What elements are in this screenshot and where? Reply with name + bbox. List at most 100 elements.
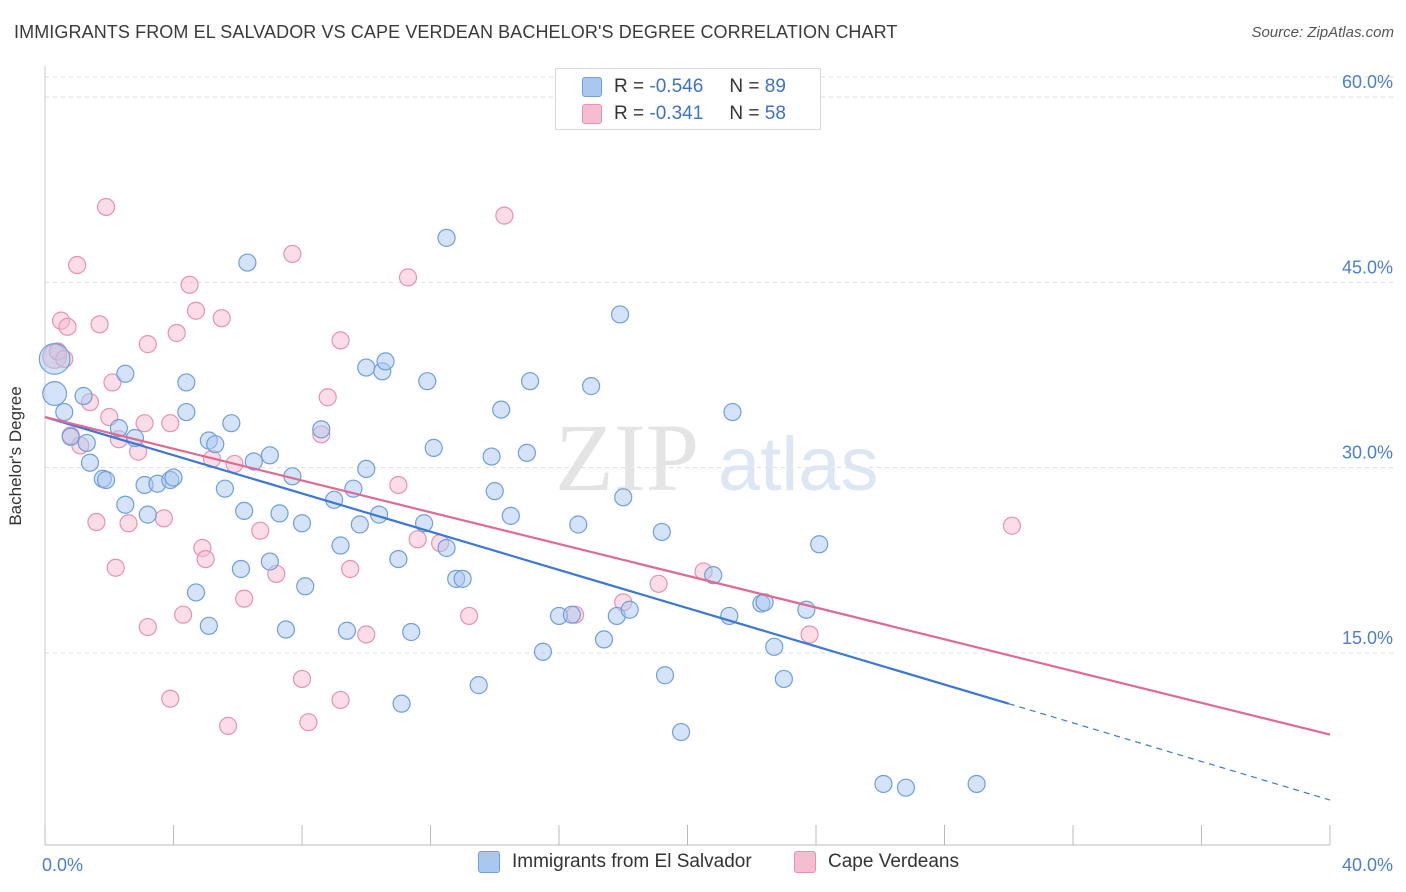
el-salvador-point: [350, 515, 369, 534]
legend-row-cape-verdeans: R = -0.341 N = 58: [582, 102, 786, 126]
el-salvador-point: [96, 470, 116, 490]
el-salvador-point: [260, 446, 279, 465]
el-salvador-point: [215, 479, 234, 498]
x-tick-label: 40.0%: [1342, 855, 1393, 875]
el-salvador-point: [270, 504, 289, 523]
cape-verdeans-point: [58, 317, 77, 336]
el-salvador-point: [418, 372, 437, 391]
el-salvador-point: [652, 522, 671, 542]
el-salvador-point: [186, 583, 206, 602]
series-legend: Immigrants from El Salvador Cape Verdean…: [0, 851, 1406, 879]
cape-verdeans-point: [235, 589, 254, 608]
cape-verdeans-point: [283, 244, 302, 264]
trend-line-el-salvador-extrapolated: [1008, 703, 1331, 801]
x-tick-label: 0.0%: [42, 855, 83, 875]
r-value: -0.341: [649, 103, 704, 124]
cape-verdeans-point: [299, 713, 318, 732]
el-salvador-point: [244, 452, 263, 471]
y-tick-labels: 15.0% 30.0% 45.0% 60.0%: [1342, 72, 1393, 648]
el-salvador-point: [206, 435, 225, 454]
el-salvador-point: [765, 637, 784, 656]
series-el-salvador-points: [38, 228, 986, 797]
el-salvador-point: [582, 377, 601, 396]
el-salvador-point: [774, 669, 793, 689]
el-salvador-point: [337, 621, 357, 640]
el-salvador-point: [517, 443, 536, 462]
cape-verdeans-point: [119, 514, 138, 533]
el-salvador-point: [437, 228, 456, 247]
el-salvador-point: [77, 433, 96, 453]
cape-verdeans-point: [800, 625, 819, 644]
el-salvador-point: [231, 559, 251, 579]
el-salvador-point: [610, 305, 630, 324]
el-salvador-point: [392, 694, 411, 713]
n-value: 58: [764, 103, 786, 124]
y-tick-label: 45.0%: [1342, 257, 1393, 277]
cape-verdeans-point: [87, 512, 106, 532]
cape-verdeans-point: [341, 559, 360, 579]
el-salvador-point: [109, 419, 128, 438]
cape-verdeans-point: [90, 315, 109, 334]
el-salvador-point: [453, 569, 472, 588]
el-salvador-point: [469, 676, 488, 695]
cape-verdeans-point: [649, 574, 668, 593]
el-salvador-point: [424, 438, 443, 457]
cape-verdeans-point: [331, 690, 350, 710]
cape-verdeans-point: [138, 335, 157, 354]
el-salvador-point: [562, 605, 581, 624]
cape-verdeans-point: [103, 373, 122, 392]
el-salvador-point: [74, 386, 93, 406]
el-salvador-point: [501, 506, 520, 525]
cape-verdeans-point: [96, 197, 116, 217]
cape-verdeans-point: [408, 530, 427, 549]
cape-verdeans-point: [292, 669, 312, 689]
el-salvador-point: [296, 577, 315, 596]
el-salvador-point: [671, 722, 691, 742]
el-salvador-point: [967, 774, 986, 794]
cape-verdeans-point: [196, 549, 215, 569]
el-salvador-point: [116, 364, 135, 383]
el-salvador-point: [569, 515, 588, 534]
cape-verdeans-point: [389, 475, 408, 495]
y-tick-label: 15.0%: [1342, 628, 1393, 648]
el-salvador-point: [138, 505, 157, 524]
cape-verdeans-point: [135, 414, 154, 433]
cape-verdeans-point: [161, 414, 180, 433]
el-salvador-point: [357, 459, 376, 479]
el-salvador-point: [55, 402, 74, 422]
el-salvador-point: [810, 535, 829, 554]
el-salvador-point: [164, 468, 183, 487]
el-salvador-point: [620, 600, 639, 619]
legend-swatch-blue: [478, 851, 500, 873]
legend-row-el-salvador: R = -0.546 N = 89: [582, 75, 786, 99]
el-salvador-point: [492, 400, 511, 419]
el-salvador-point: [704, 566, 723, 585]
cape-verdeans-point: [154, 509, 173, 528]
legend-item-cape-verdeans[interactable]: Cape Verdeans: [794, 851, 959, 873]
el-salvador-point: [402, 622, 421, 642]
cape-verdeans-point: [174, 605, 193, 624]
el-salvador-point: [896, 778, 916, 797]
el-salvador-point: [437, 538, 456, 558]
cape-verdeans-point: [180, 275, 199, 294]
r-label: R =: [614, 76, 645, 97]
cape-verdeans-point: [318, 388, 337, 407]
series-cape-verdeans-points: [42, 197, 1022, 735]
el-salvador-point: [177, 373, 196, 392]
el-salvador-point: [177, 402, 196, 422]
cape-verdeans-point: [459, 606, 479, 626]
el-salvador-point: [42, 381, 68, 407]
el-salvador-point: [482, 447, 501, 466]
watermark-atlas: atlas: [718, 422, 879, 507]
trend-lines: [44, 415, 1331, 801]
el-salvador-point: [222, 414, 241, 433]
r-value: -0.546: [649, 76, 704, 97]
legend-item-el-salvador[interactable]: Immigrants from El Salvador: [478, 851, 752, 873]
cape-verdeans-point: [357, 625, 376, 644]
axes: [44, 66, 1331, 846]
y-tick-label: 30.0%: [1342, 443, 1393, 463]
cape-verdeans-point: [138, 617, 157, 637]
y-axis-label: Bachelor's Degree: [6, 386, 25, 526]
cape-verdeans-point: [167, 323, 186, 343]
